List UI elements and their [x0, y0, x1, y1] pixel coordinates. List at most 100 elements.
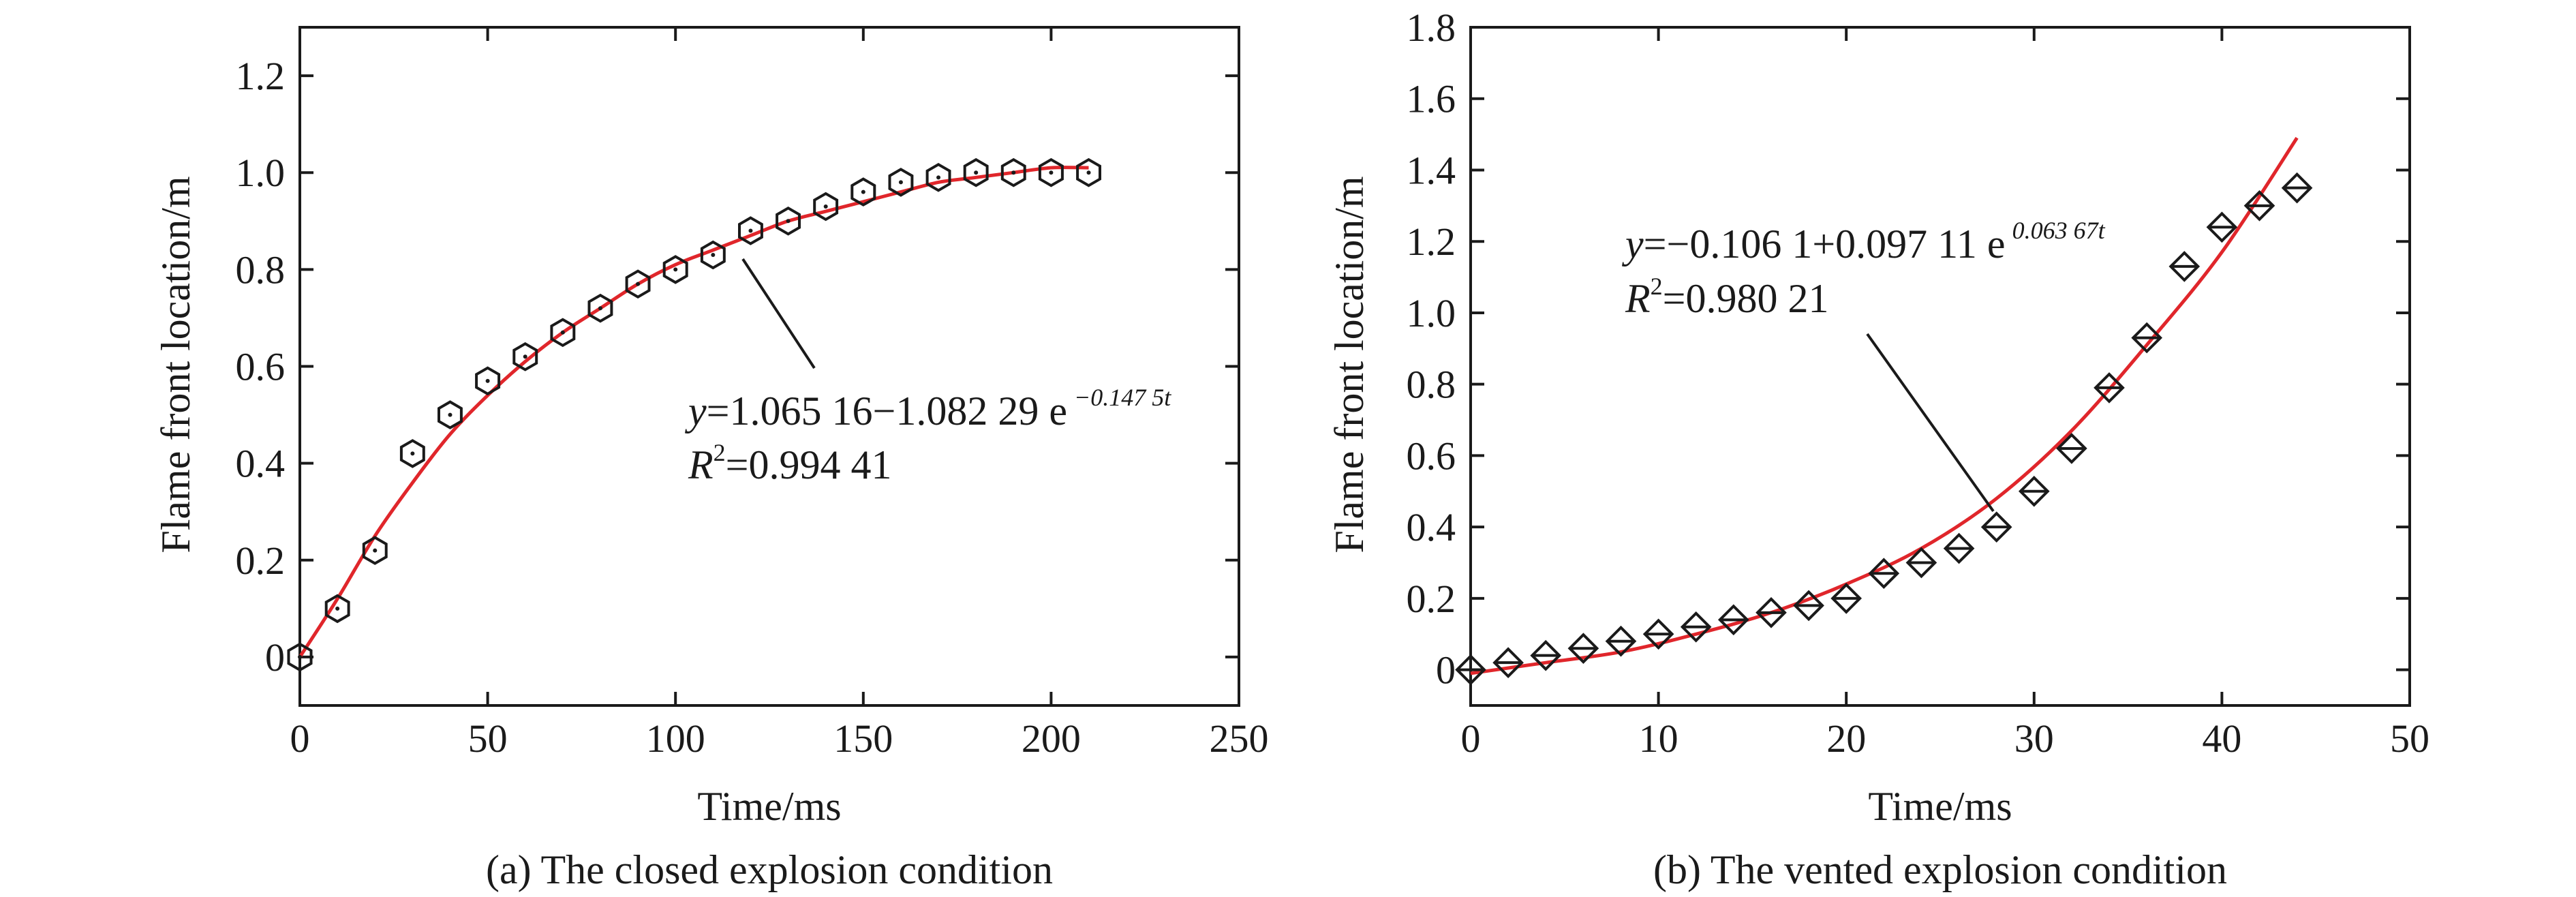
chart-a-data-point [850, 177, 876, 207]
chart-b-xtick-label: 0 [1461, 716, 1481, 761]
chart-b-data-point [2018, 475, 2050, 507]
chart-a-data-point [512, 341, 538, 371]
chart-a-data-point [324, 594, 350, 624]
chart-b-data-point [2094, 372, 2125, 404]
chart-b: 0 10 20 30 40 5000.20.40.60.81.01.21.41.61.8 … [1327, 5, 2429, 892]
chart-b-ytick-label: 1.2 [1407, 219, 1456, 264]
chart-a-eq-exponent: −0.147 5t [1074, 384, 1171, 411]
chart-a-annotation-r2: R2=0.994 41 [688, 439, 892, 487]
chart-a-eq-y: y [684, 389, 707, 434]
chart-b-data-point [2206, 211, 2238, 243]
chart-b-ticks [1469, 26, 2411, 705]
chart-a-markers [287, 157, 1101, 672]
chart-a-fit-curve [298, 166, 1089, 658]
chart-b-data-point [1567, 633, 1599, 665]
chart-a-plot-frame [298, 26, 1240, 707]
chart-a-xtick-label: 150 [833, 716, 893, 761]
chart-b-data-point [2056, 433, 2087, 464]
chart-b-data-point [1830, 583, 1862, 614]
chart-a-data-point [963, 157, 989, 187]
chart-a-xtick-label: 100 [646, 716, 705, 761]
chart-a-data-point [587, 293, 613, 323]
chart-a-data-point [438, 400, 463, 429]
chart-a-ytick-label: 1.0 [236, 151, 286, 195]
chart-b-ytick-label: 0.8 [1407, 363, 1456, 407]
chart-a-data-point [287, 642, 313, 672]
chart-b-data-point [1717, 604, 1749, 636]
chart-a-r-var: R [688, 442, 714, 487]
chart-a-data-point [475, 366, 501, 396]
chart-b-data-point [1905, 547, 1937, 579]
chart-a-ticks [298, 27, 1240, 705]
chart-a-xtick-label: 250 [1210, 716, 1269, 761]
chart-a-data-point [888, 168, 914, 197]
chart-a-data-point [700, 240, 726, 270]
chart-b-xtick-label: 40 [2202, 716, 2241, 761]
chart-a-ylabel: Flame front location/m [153, 176, 198, 553]
chart-b-data-point [1755, 596, 1787, 628]
chart-b-ytick-label: 0.2 [1407, 577, 1456, 621]
chart-b-data-point [1605, 625, 1637, 657]
chart-a-data-point [813, 192, 839, 222]
chart-b-ytick-label: 1.6 [1407, 77, 1456, 121]
chart-b-xtick-label: 50 [2390, 716, 2429, 761]
chart-b-ytick-label: 1.0 [1407, 291, 1456, 335]
chart-b-data-point [1980, 511, 2012, 543]
chart-b-data-point [1492, 647, 1524, 679]
chart-b-fit [1470, 136, 2299, 675]
chart-b-data-point [1530, 639, 1562, 671]
chart-a-ytick-label: 0.6 [236, 345, 286, 389]
chart-b-eq-body: =−0.106 1+0.097 11 e [1644, 222, 2006, 267]
chart-a-eq-body: =1.065 16−1.082 29 e [707, 389, 1067, 434]
chart-a-data-point [925, 162, 951, 192]
chart-b-ytick-label: 1.4 [1407, 148, 1456, 192]
chart-b-r-var: R [1625, 276, 1651, 321]
chart-a-data-point [662, 255, 688, 284]
chart-b-annotation-leader [1866, 333, 1995, 513]
chart-b-data-point [1455, 654, 1486, 686]
chart-a-ytick-label: 0.8 [236, 247, 286, 292]
chart-a-xtick-label: 50 [468, 716, 508, 761]
chart-b-annotation-r2: R2=0.980 21 [1625, 273, 1829, 321]
chart-a-data-point [738, 216, 763, 245]
chart-a-annotation-leader [741, 258, 816, 369]
chart-b-ylabel: Flame front location/m [1327, 176, 1372, 553]
chart-a-annotation-equation: y=1.065 16−1.082 29 e −0.147 5t [684, 384, 1171, 434]
chart-a-tick-labels: 0 50 100 150 200 250 0 0.2 0.4 0.6 0.8 1.0 1.2 [236, 54, 1269, 761]
chart-b-eq-y: y [1621, 222, 1644, 267]
chart-b-xtick-label: 20 [1826, 716, 1866, 761]
chart-b-ytick-label: 0 [1436, 648, 1456, 693]
chart-b-data-point [1793, 590, 1824, 622]
chart-b-data-point [1868, 558, 1900, 590]
chart-b-ytick-label: 0.4 [1407, 505, 1456, 549]
chart-a-xtick-label: 0 [290, 716, 310, 761]
chart-b-xlabel: Time/ms [1868, 784, 2012, 829]
chart-b-markers [1455, 172, 2313, 686]
chart-b-xtick-label: 30 [2014, 716, 2054, 761]
chart-a-caption: (a) The closed explosion condition [486, 847, 1053, 892]
chart-a-ytick-label: 0.4 [236, 442, 286, 486]
chart-a-xlabel: Time/ms [697, 784, 841, 829]
chart-b-data-point [1943, 532, 1975, 564]
chart-a-data-point [1076, 157, 1101, 187]
chart-b-r-value: =0.980 21 [1663, 276, 1829, 321]
chart-a-ytick-label: 0.2 [236, 538, 286, 583]
chart-b-data-point [2168, 251, 2201, 282]
chart-a-ytick-label: 1.2 [236, 54, 286, 98]
chart-b-fit-curve [1470, 136, 2299, 675]
chart-b-data-point [2243, 189, 2275, 222]
chart-a-r-sup: 2 [714, 439, 726, 466]
chart-a-ytick-label: 0 [265, 635, 285, 680]
chart-b-data-point [1680, 611, 1712, 643]
chart-b-ytick-label: 1.8 [1407, 5, 1456, 50]
chart-b-annotation-equation: y=−0.106 1+0.097 11 e 0.063 67t [1621, 217, 2106, 267]
chart-a-data-point [1000, 157, 1026, 187]
chart-b-tick-labels: 0 10 20 30 40 50 0 0.2 0.4 0.6 0.8 1.0 1.2 1.4 1.6 1.8 [1407, 5, 2430, 761]
chart-a-data-point [399, 439, 425, 468]
chart-b-caption: (b) The vented explosion condition [1653, 847, 2227, 892]
chart-b-data-point [2281, 172, 2313, 204]
chart-a-data-point [362, 536, 388, 565]
chart-b-ytick-label: 0.6 [1407, 434, 1456, 478]
chart-b-r-sup: 2 [1651, 273, 1663, 300]
